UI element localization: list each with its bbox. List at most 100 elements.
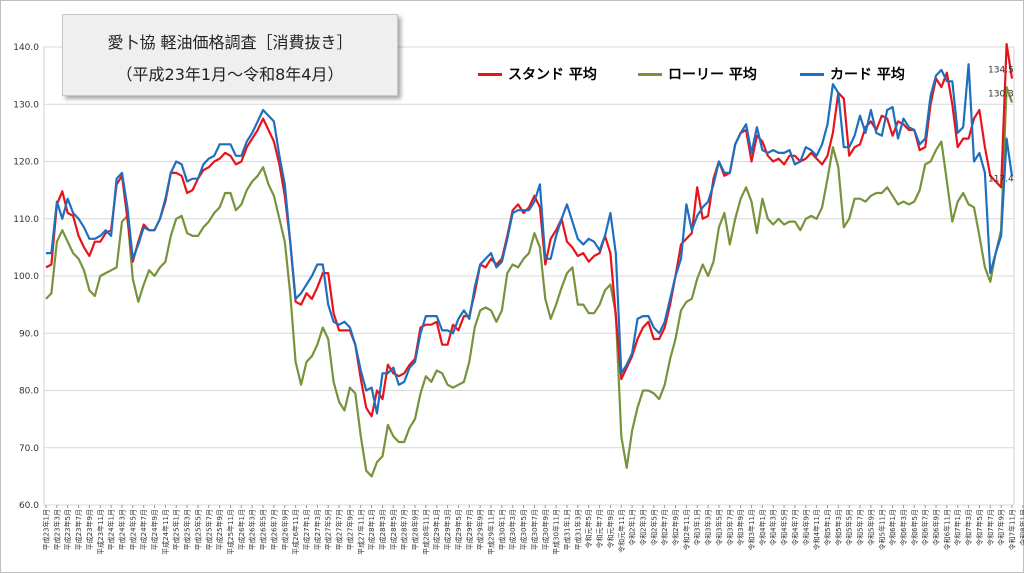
x-tick-label: 平成29年7月 (465, 509, 474, 550)
x-tick-label: 平成29年1月 (432, 509, 441, 550)
legend-swatch-card (800, 72, 824, 76)
x-tick-label: 平成29年5月 (454, 509, 463, 550)
legend-label-lorry: ローリー 平均 (668, 67, 757, 83)
x-tick-label: 令和2年11月 (682, 509, 691, 550)
x-tick-label: 令和2年9月 (671, 509, 680, 546)
end-labels: 134.5 130.3 117.4 (988, 65, 1014, 184)
x-tick-label: 令和2年1月 (628, 509, 637, 546)
x-tick-label: 平成29年11月 (487, 509, 496, 555)
x-tick-label: 令和5年1月 (823, 509, 832, 546)
x-tick-label: 平成28年7月 (400, 509, 409, 550)
x-tick-label: 平成25年9月 (215, 509, 224, 550)
chart-title-box: 愛卜協 軽油価格調査［消費抜き］ （平成23年1月～令和8年4月） (62, 14, 398, 96)
x-tick-label: 平成24年3月 (117, 509, 126, 550)
x-tick-label: 平成29年3月 (443, 509, 452, 550)
x-tick-label: 平成30年9月 (541, 509, 550, 550)
x-tick-label: 平成24年11月 (161, 509, 170, 555)
x-tick-label: 令和4年7月 (790, 509, 799, 546)
x-tick-label: 令和3年3月 (704, 509, 713, 546)
y-tick-label: 130.0 (13, 100, 39, 110)
x-tick-label: 令和4年3月 (769, 509, 778, 546)
chart-subtitle: （平成23年1月～令和8年4月） (116, 65, 344, 84)
legend-item-card: カード 平均 (800, 64, 905, 84)
x-tick-label: 平成26年3月 (248, 509, 257, 550)
x-tick-label: 平成26年9月 (280, 509, 289, 550)
x-tick-label: 平成25年5月 (193, 509, 202, 550)
x-tick-label: 平成25年1月 (172, 509, 181, 550)
x-tick-label: 平成23年11月 (96, 509, 105, 555)
x-tick-label: 平成24年1月 (107, 509, 116, 550)
x-tick-label: 令和7年5月 (975, 509, 984, 546)
x-tick-label: 平成31年1月 (562, 509, 571, 550)
x-tick-label: 令和3年11月 (747, 509, 756, 550)
x-tick-label: 令和6年11月 (942, 509, 951, 550)
x-tick-label: 令和3年7月 (725, 509, 734, 546)
x-tick-label: 平成26年1月 (237, 509, 246, 550)
x-tick-label: 平成24年9月 (150, 509, 159, 550)
x-tick-label: 平成23年7月 (74, 509, 83, 550)
x-tick-label: 平成26年11月 (291, 509, 300, 555)
y-tick-label: 110.0 (13, 215, 39, 225)
legend-swatch-stand (478, 72, 502, 76)
x-tick-label: 平成28年1月 (367, 509, 376, 550)
y-tick-label: 100.0 (13, 272, 39, 282)
x-axis: 平成23年1月 平成23年3月 平成23年5月 平成23年7月 平成23年9月 平成23年… (42, 505, 1024, 555)
x-tick-label: 令和3年5月 (714, 509, 723, 546)
x-tick-label: 令和元年7月 (595, 509, 604, 548)
y-tick-label: 70.0 (19, 444, 39, 454)
x-tick-label: 平成30年3月 (508, 509, 517, 550)
series-line-1 (45, 85, 1014, 478)
x-tick-label: 平成26年7月 (269, 509, 278, 550)
x-tick-label: 令和4年1月 (758, 509, 767, 546)
x-tick-label: 平成23年9月 (85, 509, 94, 550)
x-tick-label: 令和5年9月 (866, 509, 875, 546)
x-tick-label: 平成27年9月 (345, 509, 354, 550)
x-tick-label: 令和4年5月 (780, 509, 789, 546)
end-label-2: 117.4 (988, 174, 1014, 184)
x-tick-label: 平成28年5月 (389, 509, 398, 550)
x-tick-label: 平成24年7月 (139, 509, 148, 550)
legend-item-lorry: ローリー 平均 (638, 64, 757, 84)
y-tick-label: 90.0 (19, 329, 39, 339)
x-tick-label: 平成30年5月 (519, 509, 528, 550)
x-tick-label: 令和元年9月 (606, 509, 615, 548)
x-tick-label: 平成25年7月 (204, 509, 213, 550)
x-tick-label: 令和4年11月 (812, 509, 821, 550)
y-axis: 60.0 70.0 80.0 90.0 100.0 110.0 120.0 130.0 140.… (13, 43, 39, 511)
x-tick-label: 平成30年7月 (530, 509, 539, 550)
x-tick-label: 令和5年5月 (845, 509, 854, 546)
legend-label-card: カード 平均 (830, 67, 905, 83)
x-tick-label: 平成27年1月 (302, 509, 311, 550)
x-tick-label: 令和6年1月 (888, 509, 897, 546)
x-tick-label: 令和7年9月 (997, 509, 1006, 546)
x-tick-label: 平成31年3月 (573, 509, 582, 550)
series-lines (45, 42, 1014, 478)
end-label-1: 130.3 (988, 90, 1014, 100)
x-tick-label: 平成23年3月 (52, 509, 61, 550)
x-tick-label: 令和2年3月 (638, 509, 647, 546)
legend-item-stand: スタンド 平均 (478, 64, 597, 84)
y-tick-label: 140.0 (13, 43, 39, 53)
x-tick-label: 平成25年3月 (183, 509, 192, 550)
x-tick-label: 平成24年5月 (128, 509, 137, 550)
y-tick-label: 80.0 (19, 387, 39, 397)
series-line-2 (46, 63, 1014, 415)
x-tick-label: 令和5年3月 (834, 509, 843, 546)
gridlines (43, 46, 1015, 506)
x-tick-label: 令和7年11月 (1008, 509, 1017, 550)
y-tick-label: 60.0 (19, 501, 39, 511)
x-tick-label: 令和2年7月 (660, 509, 669, 546)
x-tick-label: 平成25年11月 (226, 509, 235, 555)
series-line-0 (45, 42, 1014, 418)
x-tick-label: 令和5年11月 (877, 509, 886, 550)
x-tick-label: 令和3年9月 (736, 509, 745, 546)
x-tick-label: 令和6年9月 (932, 509, 941, 546)
x-tick-label: 令和5年7月 (856, 509, 865, 546)
x-tick-label: 令和3年1月 (693, 509, 702, 546)
x-tick-label: 平成23年1月 (42, 509, 51, 550)
x-tick-label: 令和8年1月 (1018, 509, 1024, 546)
x-tick-label: 令和7年3月 (964, 509, 973, 546)
x-tick-label: 令和6年7月 (921, 509, 930, 546)
x-tick-label: 平成27年11月 (356, 509, 365, 555)
x-tick-label: 平成27年7月 (335, 509, 344, 550)
